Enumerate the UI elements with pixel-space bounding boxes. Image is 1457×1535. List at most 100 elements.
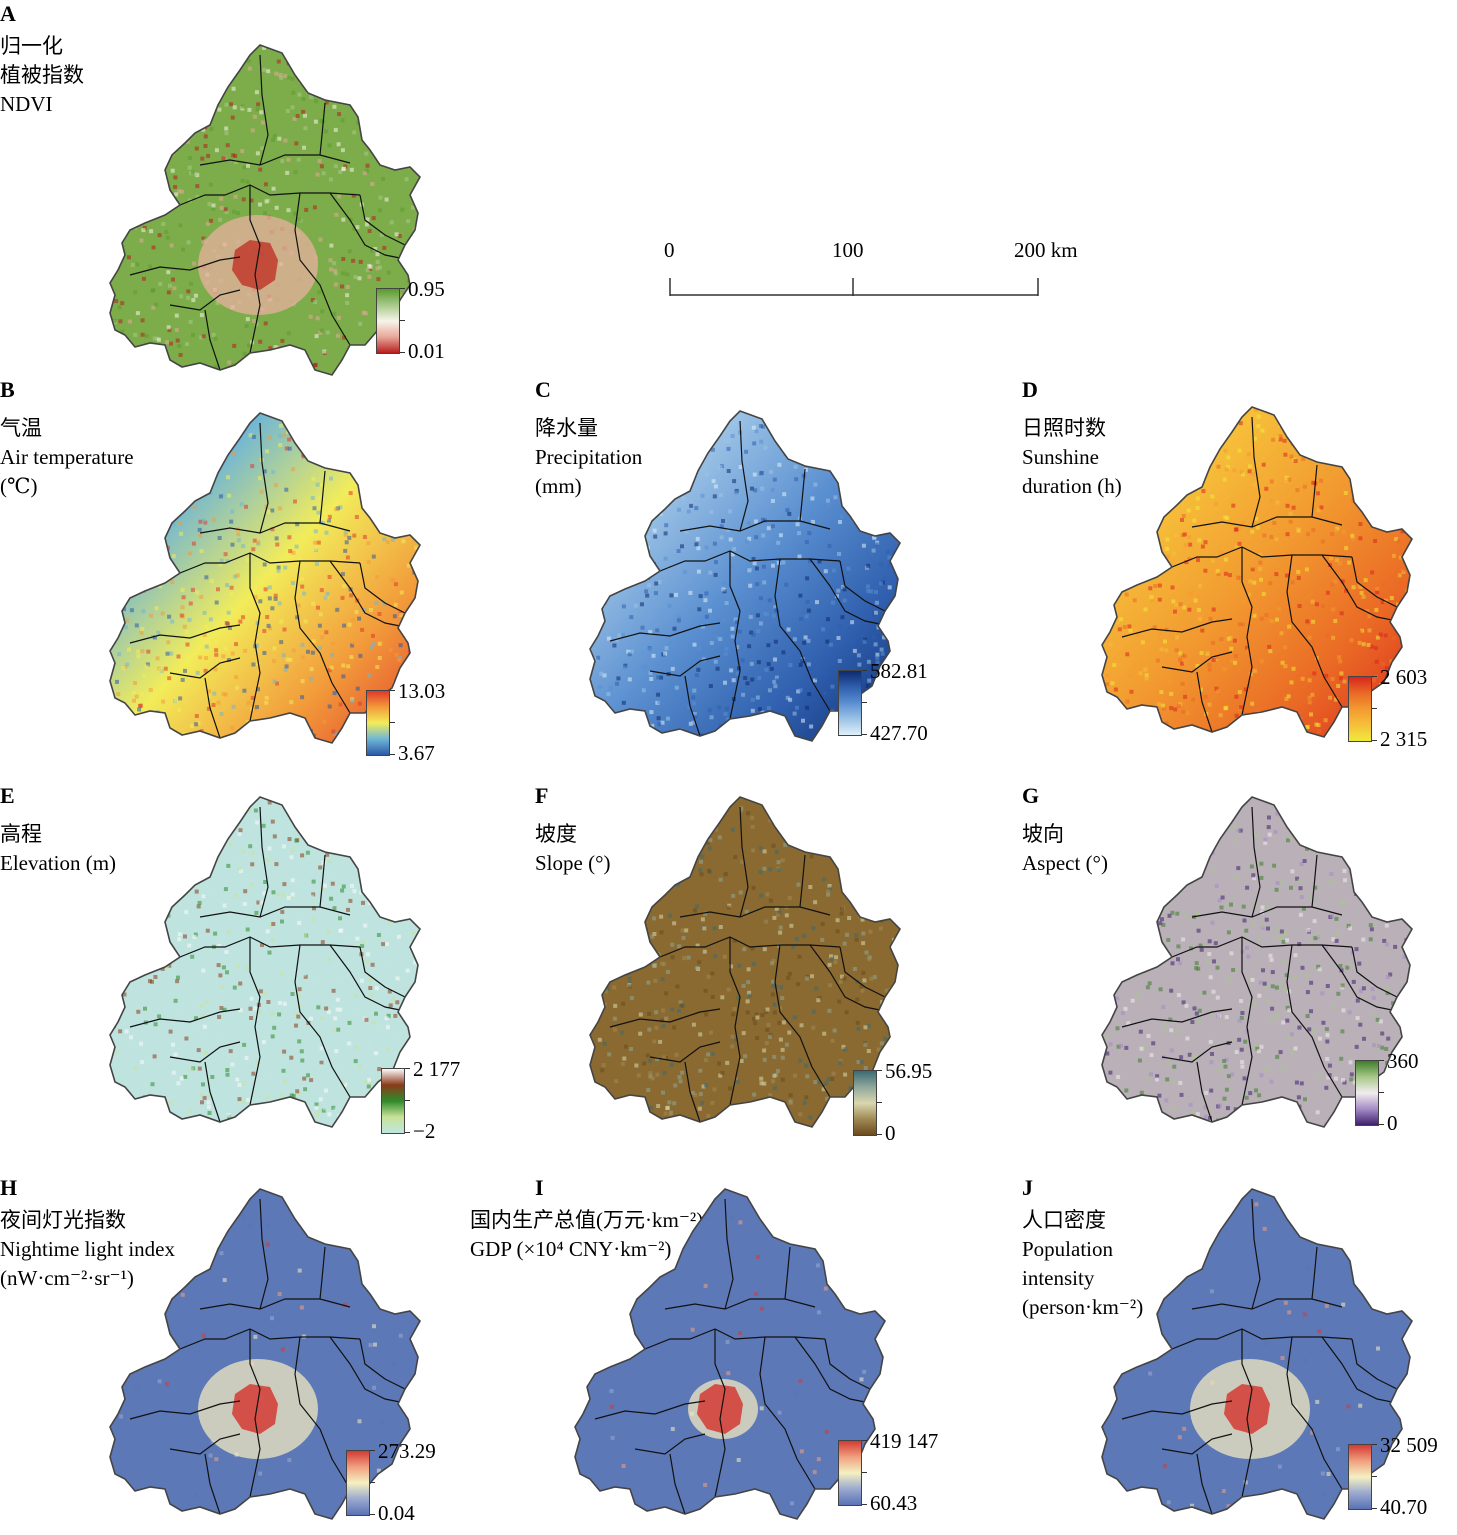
scale-label-200: 200 km	[1014, 238, 1078, 262]
legend-max-label: 56.95	[885, 1059, 933, 1083]
legend-tick	[862, 670, 867, 671]
legend-max-label: 2 177	[413, 1057, 461, 1081]
panel-title-a: 归一化 植被指数 NDVI	[0, 32, 84, 119]
legend-min-label: 40.70	[1380, 1495, 1428, 1519]
panel-title-line: Elevation (m)	[0, 851, 117, 875]
panel-title-line: 夜间灯光指数	[0, 1208, 126, 1232]
legend-tick	[370, 1482, 375, 1483]
panel-letter-h: H	[0, 1175, 18, 1200]
legend-tick	[862, 702, 867, 703]
legend-min-label: 3.67	[398, 741, 435, 765]
panel-title-b: 气温 Air temperature (℃)	[0, 414, 134, 501]
legend-tick	[1372, 1476, 1377, 1477]
panel-letter-a: A	[0, 1, 16, 26]
panel-title-line: 国内生产总值(万元·km⁻²)	[470, 1208, 704, 1232]
map-e	[109, 796, 421, 1128]
legend-colorbar-g	[1355, 1060, 1379, 1126]
panel-c: C 降水量 Precipitation (mm) 582.81 427.70	[535, 378, 965, 748]
scale-bar: 0 100 200 km	[660, 238, 1078, 308]
legend-tick	[400, 288, 405, 289]
panel-title-line: 人口密度	[1022, 1208, 1106, 1232]
legend-tick	[877, 1134, 882, 1135]
legend-tick	[405, 1100, 410, 1101]
legend-colorbar-c	[838, 670, 862, 736]
legend-max-label: 273.29	[378, 1439, 436, 1463]
legend-tick	[877, 1102, 882, 1103]
panel-letter-d: D	[1022, 377, 1038, 402]
map-a	[109, 44, 421, 376]
map-b	[109, 412, 421, 744]
legend-tick	[400, 352, 405, 353]
panel-g: G 坡向 Aspect (°) 360 0	[1022, 784, 1452, 1144]
legend-tick	[1372, 1444, 1377, 1445]
panel-title-line: 坡度	[535, 822, 577, 846]
legend-tick	[390, 754, 395, 755]
legend-tick	[400, 320, 405, 321]
legend-min-label: −2	[413, 1119, 436, 1143]
legend-max-label: 582.81	[870, 659, 928, 683]
panel-letter-f: F	[535, 783, 549, 808]
legend-tick	[862, 1440, 867, 1441]
panel-letter-j: J	[1022, 1175, 1033, 1200]
panel-title-line: 归一化	[0, 34, 63, 58]
legend-colorbar-i	[838, 1440, 862, 1506]
panel-title-d: 日照时数 Sunshine duration (h)	[1022, 414, 1122, 501]
legend-max-label: 13.03	[398, 679, 446, 703]
legend-colorbar-f	[853, 1070, 877, 1136]
legend-tick	[390, 690, 395, 691]
panel-a: A 归一化 植被指数 NDVI 0.95 0.01	[0, 1, 480, 376]
panel-title-e: 高程 Elevation (m)	[0, 820, 116, 878]
panel-title-h: 夜间灯光指数 Nightime light index (nW·cm⁻²·sr⁻¹)	[0, 1206, 175, 1293]
legend-tick	[862, 1472, 867, 1473]
panel-title-j: 人口密度 Population intensity (person·km⁻²)	[1022, 1206, 1143, 1322]
panel-b: B 气温 Air temperature (℃) 13.03 3.67	[0, 377, 480, 765]
scale-label-0: 0	[664, 238, 675, 262]
legend-tick	[405, 1068, 410, 1069]
panel-title-line: 高程	[0, 822, 42, 846]
legend-colorbar-e	[381, 1068, 405, 1134]
map-h	[109, 1188, 421, 1520]
panel-title-line: 植被指数	[0, 63, 84, 87]
legend-tick	[1372, 1508, 1377, 1509]
legend-min-label: 0	[885, 1121, 896, 1145]
legend-min-label: 60.43	[870, 1491, 918, 1515]
panel-f: F 坡度 Slope (°) 56.95 0	[535, 783, 965, 1145]
panel-title-f: 坡度 Slope (°)	[535, 820, 610, 878]
panel-title-line: duration (h)	[1022, 474, 1122, 498]
legend-tick	[1372, 676, 1377, 677]
panel-title-line: Aspect (°)	[1022, 851, 1108, 875]
panel-title-line: 气温	[0, 416, 42, 440]
legend-tick	[862, 734, 867, 735]
legend-min-label: 0.04	[378, 1501, 415, 1525]
legend-max-label: 2 603	[1380, 665, 1428, 689]
panel-title-line: Nightime light index	[0, 1237, 175, 1261]
legend-min-label: 0.01	[408, 339, 445, 363]
scale-bar-line	[669, 278, 1039, 296]
legend-tick	[1379, 1060, 1384, 1061]
panel-letter-b: B	[0, 377, 15, 402]
legend-tick	[1372, 708, 1377, 709]
legend-max-label: 32 509	[1380, 1433, 1438, 1457]
panel-title-line: (℃)	[0, 474, 38, 498]
panel-i: I 国内生产总值(万元·km⁻²) GDP (×10⁴ CNY·km⁻²) 419 1…	[470, 1176, 960, 1531]
panel-letter-c: C	[535, 377, 551, 402]
legend-max-label: 360	[1387, 1049, 1419, 1073]
panel-letter-i: I	[535, 1175, 544, 1200]
legend-colorbar-h	[346, 1450, 370, 1516]
legend-max-label: 419 147	[870, 1429, 939, 1453]
panel-title-line: Sunshine	[1022, 445, 1100, 469]
map-i	[574, 1188, 886, 1520]
legend-colorbar-j	[1348, 1444, 1372, 1510]
panel-title-line: Air temperature	[0, 445, 134, 469]
panel-title-line: (person·km⁻²)	[1022, 1295, 1144, 1319]
map-f	[589, 796, 901, 1128]
panel-title-line: GDP (×10⁴ CNY·km⁻²)	[470, 1237, 672, 1261]
panel-letter-g: G	[1022, 783, 1040, 808]
panel-j: J 人口密度 Population intensity (person·km⁻²) 32 …	[1022, 1176, 1452, 1531]
legend-tick	[1372, 740, 1377, 741]
legend-tick	[370, 1450, 375, 1451]
panel-letter-e: E	[0, 783, 15, 808]
panel-title-c: 降水量 Precipitation (mm)	[535, 414, 642, 501]
panel-title-i: 国内生产总值(万元·km⁻²) GDP (×10⁴ CNY·km⁻²)	[470, 1206, 703, 1264]
panel-title-line: Slope (°)	[535, 851, 611, 875]
